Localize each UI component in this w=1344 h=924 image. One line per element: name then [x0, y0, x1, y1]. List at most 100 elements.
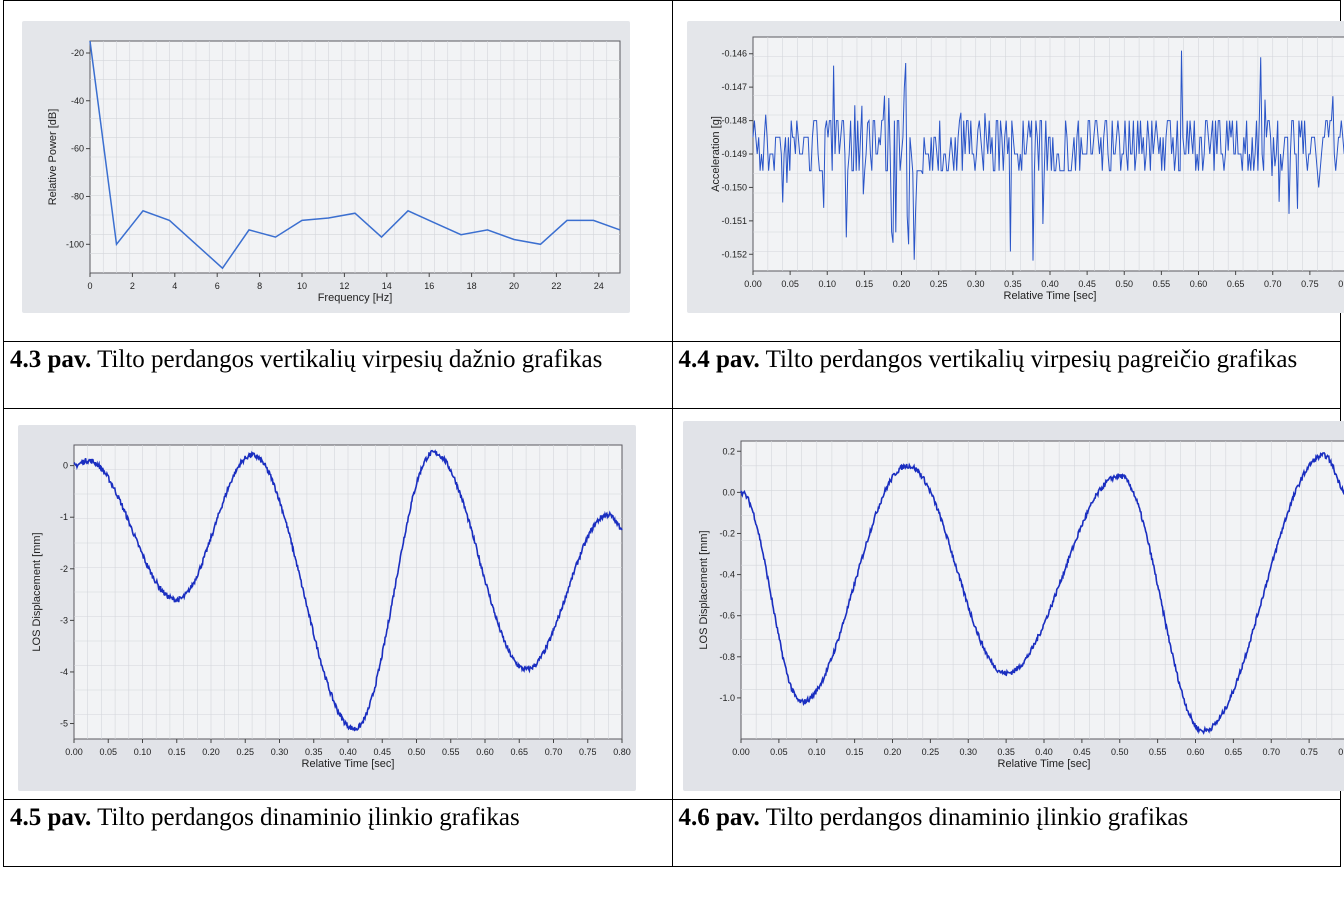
grid-lines	[74, 445, 622, 739]
caption-text: Tilto perdangos dinaminio įlinkio grafik…	[759, 804, 1189, 831]
figure-table: 0 2 4 6 8 10 12 14 16 18 20 22 24 -20 -40 -60 -80 -100 Fre…	[3, 0, 1344, 867]
x-tick-label: 0.70	[1263, 279, 1281, 289]
y-tick-label: -2	[60, 564, 68, 574]
y-tick-label: 0	[63, 461, 68, 471]
x-tick-label: 0.35	[305, 747, 323, 757]
y-tick-label: -0.2	[719, 528, 735, 538]
y-tick-label: -0.150	[721, 182, 747, 192]
x-tick-label: 0.10	[134, 747, 152, 757]
y-tick-label: -5	[60, 719, 68, 729]
displacement-chart-1: 0.00 0.05 0.10 0.15 0.20 0.25 0.30 0.35 0.40 0.45…	[18, 425, 636, 791]
y-tick-label: -0.6	[719, 611, 735, 621]
y-tick-label: -0.4	[719, 570, 735, 580]
x-tick-label: 0.35	[1004, 279, 1022, 289]
x-tick-label: 0.65	[1224, 747, 1242, 757]
x-tick-label: 22	[551, 281, 561, 291]
frequency-chart: 0 2 4 6 8 10 12 14 16 18 20 22 24-20-40-60-80-100Fre…	[22, 21, 630, 313]
y-tick-label: -80	[71, 191, 84, 201]
x-tick-label: 0.50	[408, 747, 426, 757]
x-tick-label: 0.65	[1226, 279, 1244, 289]
y-tick-label: -4	[60, 667, 68, 677]
x-tick-label: 0.00	[65, 747, 83, 757]
x-axis-label: Relative Time [sec]	[1003, 290, 1096, 302]
x-tick-label: 0.50	[1110, 747, 1128, 757]
caption-number: 4.5 pav.	[10, 804, 92, 831]
x-tick-label: 0.80	[1338, 279, 1344, 289]
displacement-chart-2: 0.00 0.05 0.10 0.15 0.20 0.25 0.30 0.35 0.40 0.45…	[682, 421, 1344, 791]
x-tick-label: 0.00	[732, 747, 750, 757]
x-tick-label: 0.70	[1262, 747, 1280, 757]
y-axis-label: Relative Power [dB]	[47, 109, 59, 206]
y-axis-label: Acceleration [g]	[710, 116, 722, 192]
x-tick-label: 0.50	[1115, 279, 1133, 289]
x-tick-label: 8	[257, 281, 262, 291]
caption-number: 4.4 pav.	[678, 346, 760, 373]
figure-4-6-cell: 0.00 0.05 0.10 0.15 0.20 0.25 0.30 0.35 0.40 0.45…	[671, 408, 1344, 800]
x-tick-label: 0.45	[1078, 279, 1096, 289]
x-tick-label: 0.75	[579, 747, 597, 757]
y-tick-label: -0.151	[721, 216, 747, 226]
x-tick-label: 0.65	[510, 747, 528, 757]
series-line	[752, 50, 1344, 261]
y-tick-label: -20	[71, 48, 84, 58]
x-tick-label: 0.45	[373, 747, 391, 757]
x-tick-label: 0.30	[959, 747, 977, 757]
grid-lines	[90, 41, 620, 273]
x-tick-label: 4	[172, 281, 177, 291]
figure-4-5-cell: 0.00 0.05 0.10 0.15 0.20 0.25 0.30 0.35 0.40 0.45…	[3, 408, 673, 800]
x-tick-label: 0.70	[545, 747, 563, 757]
x-tick-label: 0.25	[236, 747, 254, 757]
x-tick-label: 0.45	[1073, 747, 1091, 757]
x-tick-label: 0.40	[1035, 747, 1053, 757]
x-tick-label: 2	[130, 281, 135, 291]
x-tick-label: 0.55	[442, 747, 460, 757]
y-tick-label: -0.152	[721, 249, 747, 259]
x-tick-label: 0.35	[997, 747, 1015, 757]
y-axis-label: LOS Displacement [mm]	[31, 532, 43, 651]
y-tick-label: -60	[71, 144, 84, 154]
x-tick-label: 0.15	[845, 747, 863, 757]
caption-4-3: 4.3 pav. Tilto perdangos vertikalių virp…	[3, 341, 673, 409]
series-line	[73, 449, 623, 732]
x-tick-label: 0.25	[929, 279, 947, 289]
x-tick-label: 0.60	[476, 747, 494, 757]
x-axis-label: Relative Time [sec]	[997, 758, 1090, 770]
x-tick-label: 0.55	[1152, 279, 1170, 289]
x-tick-label: 0.40	[339, 747, 357, 757]
y-axis-label: LOS Displacement [mm]	[698, 530, 710, 649]
caption-number: 4.3 pav.	[10, 346, 92, 373]
x-tick-label: 0.80	[1338, 747, 1344, 757]
x-tick-label: 6	[215, 281, 220, 291]
x-tick-label: 0.00	[744, 279, 762, 289]
y-tick-label: -0.148	[721, 116, 747, 126]
x-tick-label: 0.80	[613, 747, 631, 757]
figure-4-3-cell: 0 2 4 6 8 10 12 14 16 18 20 22 24 -20 -40 -60 -80 -100 Fre…	[3, 0, 673, 342]
y-tick-label: -3	[60, 615, 68, 625]
x-tick-label: 0.40	[1041, 279, 1059, 289]
grid-lines	[740, 441, 1344, 739]
caption-4-6: 4.6 pav. Tilto perdangos dinaminio įlink…	[671, 799, 1341, 867]
acceleration-chart: 0.00 0.05 0.10 0.15 0.20 0.25 0.30 0.35 0.40 0.45…	[686, 21, 1344, 313]
figure-4-4-cell: 0.00 0.05 0.10 0.15 0.20 0.25 0.30 0.35 0.40 0.45…	[671, 0, 1344, 342]
x-tick-label: 0.10	[807, 747, 825, 757]
y-tick-label: -1.0	[719, 693, 735, 703]
x-tick-label: 0.05	[770, 747, 788, 757]
x-tick-label: 0.10	[818, 279, 836, 289]
x-tick-label: 0.75	[1300, 747, 1318, 757]
y-tick-label: -1	[60, 512, 68, 522]
caption-text: Tilto perdangos dinaminio įlinkio grafik…	[91, 804, 520, 831]
x-tick-label: 20	[509, 281, 519, 291]
caption-text: Tilto perdangos vertikalių virpesių dažn…	[91, 346, 603, 373]
series-line	[89, 40, 621, 270]
x-axis-label: Relative Time [sec]	[302, 758, 395, 770]
x-tick-label: 24	[594, 281, 604, 291]
x-tick-label: 0.05	[99, 747, 117, 757]
x-tick-label: 0.30	[271, 747, 289, 757]
caption-4-4: 4.4 pav. Tilto perdangos vertikalių virp…	[671, 341, 1341, 409]
y-tick-label: 0.0	[722, 487, 735, 497]
y-tick-label: -0.8	[719, 652, 735, 662]
x-tick-label: 0.60	[1186, 747, 1204, 757]
x-tick-label: 0.60	[1189, 279, 1207, 289]
x-tick-label: 0.30	[966, 279, 984, 289]
x-tick-label: 0.15	[855, 279, 873, 289]
